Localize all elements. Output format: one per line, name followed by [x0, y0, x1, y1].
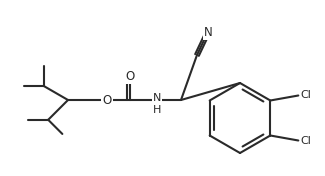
Text: O: O [125, 71, 135, 83]
Text: Cl: Cl [301, 90, 312, 100]
Text: Cl: Cl [301, 136, 312, 146]
Text: N
H: N H [153, 93, 161, 115]
Text: N: N [204, 27, 212, 39]
Text: O: O [102, 93, 111, 106]
